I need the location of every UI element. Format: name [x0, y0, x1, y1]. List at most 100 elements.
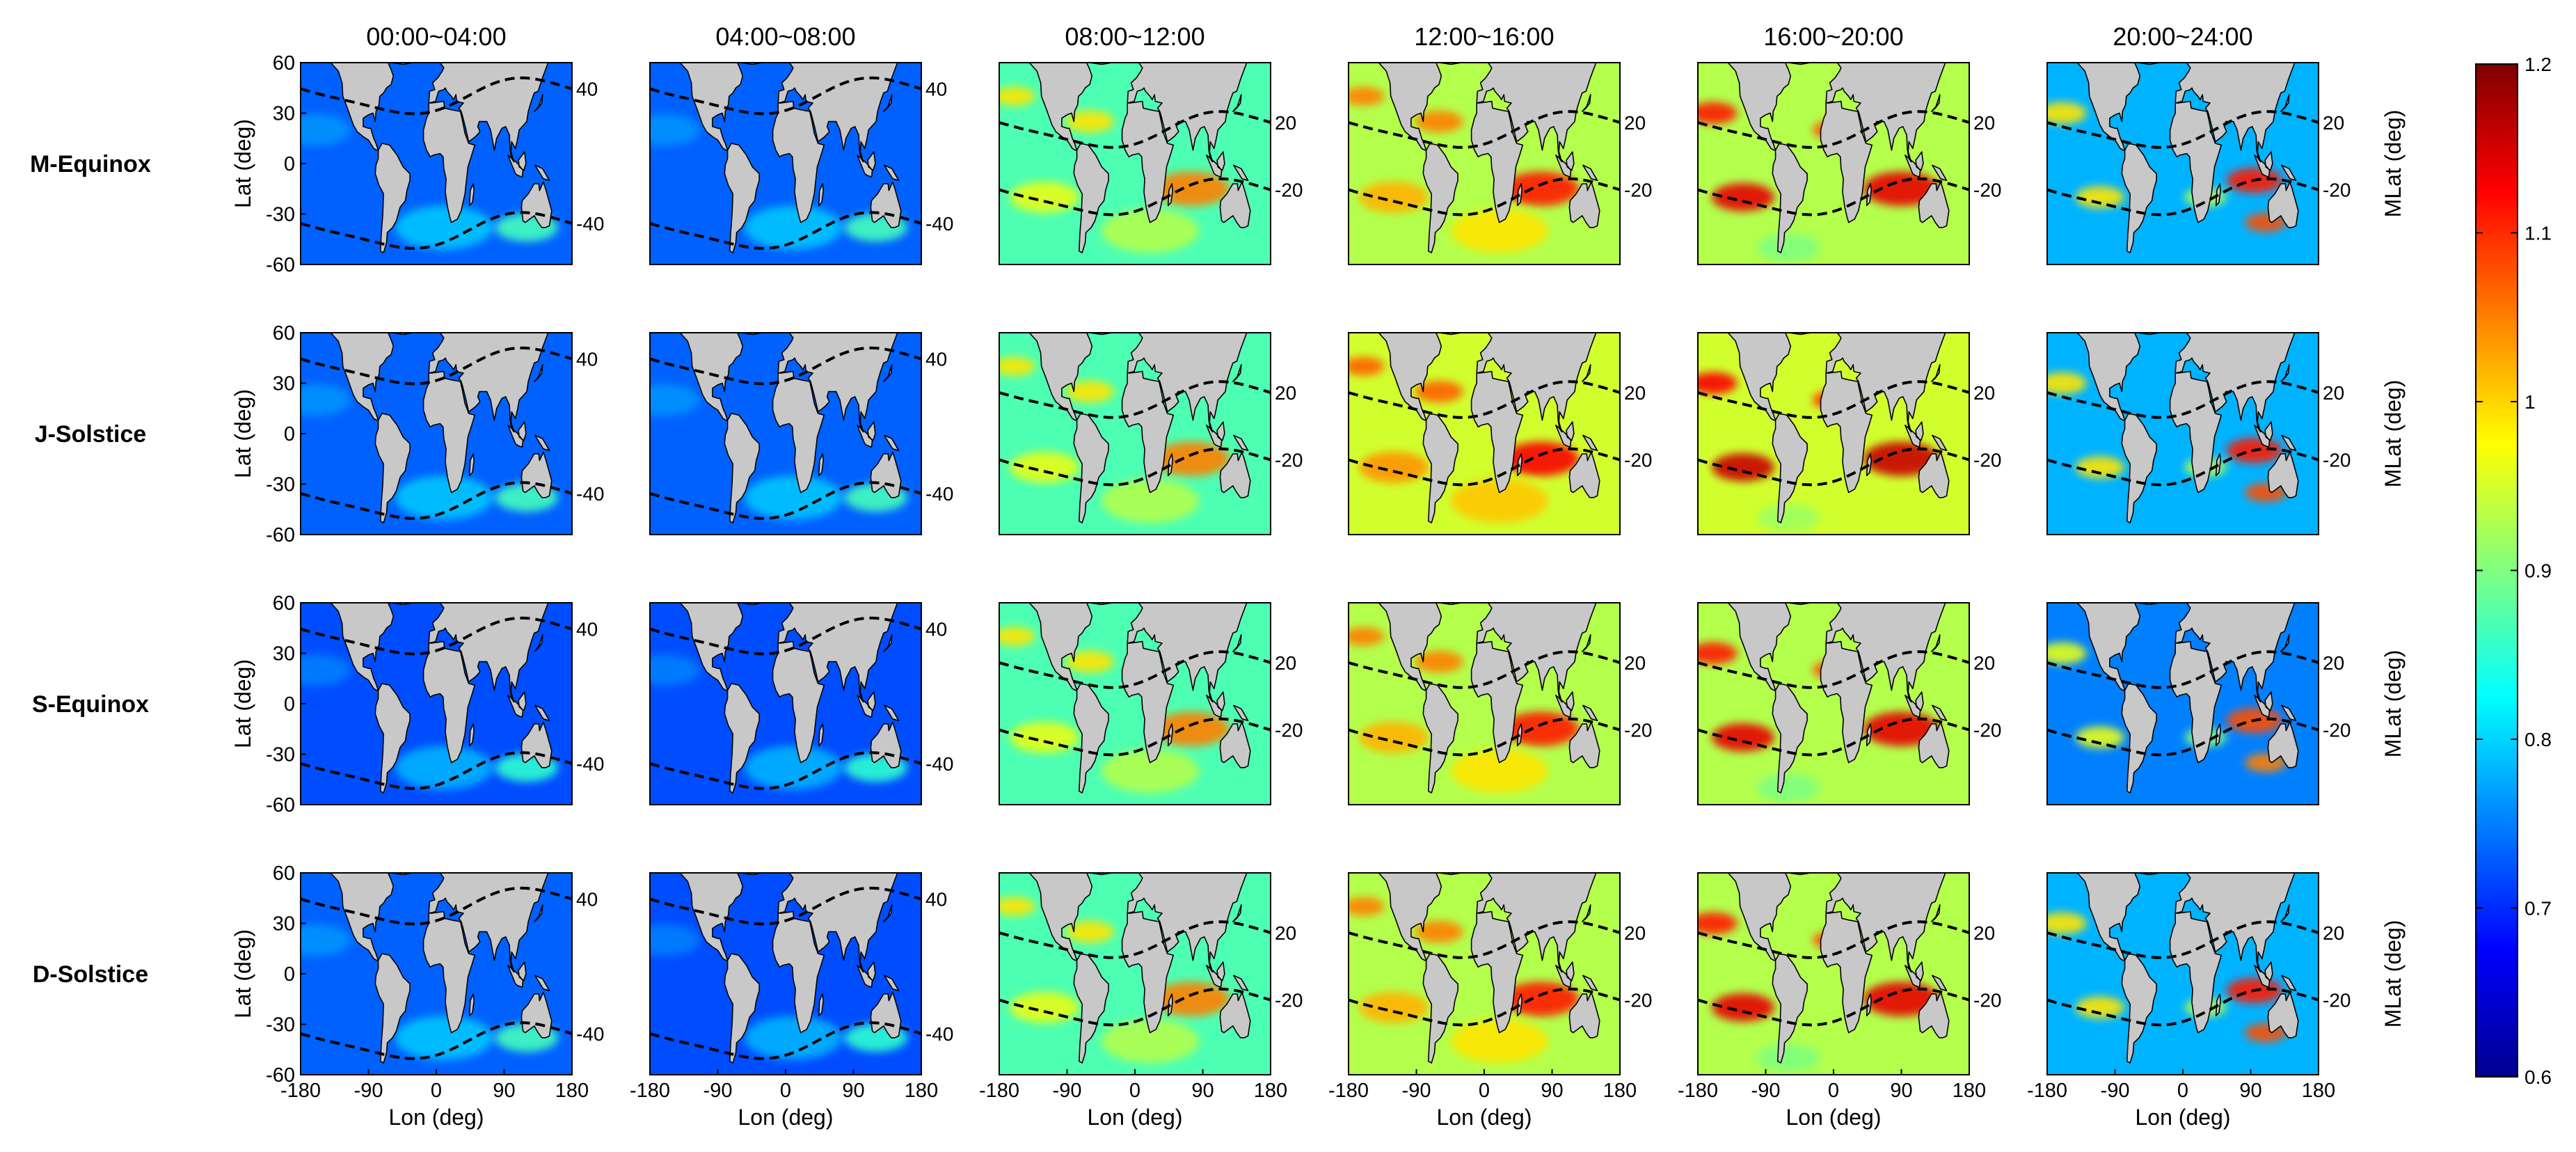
- continents: [309, 603, 572, 794]
- mlat-label: -20: [1624, 450, 1652, 471]
- mlat-label: -20: [1624, 180, 1652, 201]
- continents: [1706, 873, 1969, 1064]
- column-title-2: 08:00~12:00: [1065, 22, 1204, 51]
- intensity-blob-0: [744, 205, 842, 250]
- x-tick-label: -180: [280, 1080, 321, 1102]
- x-tick-label: 180: [1603, 1080, 1637, 1102]
- x-axis-label: Lon (deg): [1088, 1105, 1183, 1130]
- mlat-label: 20: [1275, 652, 1296, 674]
- x-axis-label: Lon (deg): [2136, 1105, 2231, 1130]
- intensity-blob-4: [1349, 897, 1385, 916]
- intensity-blob-0: [1010, 991, 1079, 1023]
- continents: [1357, 63, 1620, 253]
- continents: [1357, 333, 1620, 523]
- x-tick-label: -90: [2101, 1080, 2130, 1102]
- mlat-contour-0: [999, 380, 1271, 419]
- map-panel-r3-c4: 20 -20 -180 -90 0 90 180 Lon (deg): [1678, 872, 2001, 1130]
- intensity-blob-0: [2075, 186, 2124, 209]
- intensity-blob-0: [744, 475, 842, 520]
- continents: [309, 63, 572, 253]
- intensity-blob-0: [1359, 991, 1429, 1023]
- x-tick-label: 0: [1828, 1080, 1839, 1102]
- intensity-blob-3: [1101, 209, 1199, 253]
- y-tick-label: -30: [266, 474, 295, 496]
- continents: [658, 873, 921, 1064]
- y-tick-label: -30: [266, 744, 295, 766]
- mlat-contour-1: [301, 211, 572, 250]
- intensity-blob-0: [744, 1016, 842, 1060]
- y-tick-label: 60: [273, 52, 295, 74]
- colorbar-tick-label: 0.6: [2525, 1066, 2552, 1088]
- mlat-label: 20: [1275, 112, 1296, 134]
- intensity-blob-4: [1757, 503, 1820, 532]
- map-panel-r1-c2: 20 -20: [999, 332, 1303, 535]
- mlat-label: -20: [1973, 990, 2001, 1011]
- x-tick-label: 90: [1541, 1080, 1563, 1102]
- x-axis-label: Lon (deg): [738, 1105, 834, 1130]
- mlat-contour-0: [999, 650, 1271, 689]
- intensity-blob-4: [1757, 1043, 1820, 1073]
- intensity-blob-2: [1415, 110, 1463, 133]
- continents: [1008, 873, 1271, 1064]
- continents: [1357, 603, 1620, 794]
- intensity-blob-4: [1349, 356, 1385, 376]
- mlat-label: -20: [1973, 450, 2001, 471]
- map-panel-r3-c5: 20 -20 -180 -90 0 90 180 Lon (deg) MLat (deg): [2027, 872, 2406, 1130]
- panel-frame: [1348, 602, 1621, 805]
- intensity-blob-4: [1757, 233, 1820, 262]
- continents: [1008, 603, 1271, 794]
- x-tick-label: -180: [2027, 1080, 2067, 1102]
- y-tick-label: -60: [266, 1064, 295, 1087]
- mlat-contour-1: [2047, 177, 2319, 216]
- y-tick-label: 0: [284, 423, 295, 445]
- mlat-contour-1: [301, 481, 572, 520]
- x-tick-label: 180: [905, 1080, 938, 1102]
- intensity-blob-2: [650, 114, 700, 146]
- right-y-axis-label: MLat (deg): [2380, 920, 2406, 1028]
- continents: [309, 333, 572, 523]
- mlat-contour-1: [2047, 717, 2319, 757]
- map-panel-r1-c5: 20 -20 MLat (deg): [2046, 332, 2406, 535]
- intensity-blob-4: [1349, 86, 1385, 106]
- map-panel-r2-c0: 40 -40 60 30 0 -30 -60 Lat (deg): [230, 592, 604, 816]
- map-panel-r2-c2: 20 -20: [999, 602, 1303, 805]
- x-axis-label: Lon (deg): [1786, 1105, 1882, 1130]
- intensity-blob-2: [1698, 102, 1738, 125]
- colorbar-tick-label: 0.7: [2525, 898, 2552, 920]
- intensity-blob-2: [1065, 110, 1114, 133]
- mlat-label: 40: [925, 349, 947, 370]
- intensity-blob-0: [1359, 181, 1429, 213]
- intensity-blob-3: [1450, 1019, 1548, 1064]
- mlat-contour-0: [1698, 380, 1969, 419]
- mlat-contour-1: [650, 481, 921, 520]
- intensity-blob-0: [1010, 451, 1079, 483]
- mlat-label: -40: [576, 483, 604, 505]
- intensity-blob-2: [1698, 642, 1738, 665]
- mlat-label: 20: [2323, 922, 2344, 944]
- map-panel-r0-c4: 20 -20: [1697, 62, 2001, 265]
- panel-frame: [649, 602, 922, 805]
- mlat-label: -20: [1275, 720, 1303, 741]
- map-panel-r1-c3: 20 -20: [1348, 332, 1652, 535]
- intensity-blob-0: [395, 745, 493, 790]
- x-tick-label: 0: [1479, 1080, 1490, 1102]
- mlat-label: -20: [1275, 990, 1303, 1011]
- map-panel-r0-c1: 40 -40: [649, 62, 953, 265]
- intensity-blob-3: [2047, 912, 2087, 935]
- right-y-axis-label: MLat (deg): [2380, 650, 2406, 758]
- x-tick-label: -180: [1328, 1080, 1369, 1102]
- continents: [1357, 873, 1620, 1064]
- mlat-label: 40: [925, 889, 947, 910]
- intensity-blob-4: [999, 626, 1035, 646]
- y-tick-label: 60: [273, 862, 295, 885]
- map-panel-r2-c3: 20 -20: [1348, 602, 1652, 805]
- mlat-label: -20: [1973, 720, 2001, 741]
- mlat-label: -20: [1275, 450, 1303, 471]
- intensity-blob-3: [1450, 209, 1548, 253]
- mlat-contour-1: [301, 1021, 572, 1060]
- intensity-blob-3: [1101, 749, 1199, 794]
- mlat-label: -20: [1624, 990, 1652, 1011]
- map-panel-r3-c0: 40 -40 60 30 0 -30 -60 Lat (deg) -180 -90 0 90 180 Lo…: [230, 862, 604, 1130]
- mlat-contour-1: [1349, 987, 1620, 1027]
